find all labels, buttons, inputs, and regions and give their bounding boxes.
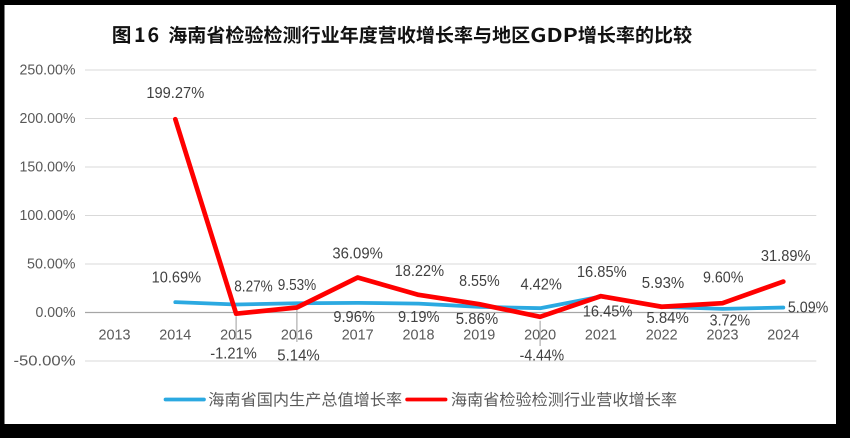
svg-text:2015: 2015 <box>220 328 252 344</box>
svg-text:100.00%: 100.00% <box>20 208 76 224</box>
svg-text:5.86%: 5.86% <box>456 311 499 328</box>
svg-text:200.00%: 200.00% <box>20 111 76 127</box>
svg-text:2020: 2020 <box>524 328 556 344</box>
svg-text:2014: 2014 <box>159 328 191 344</box>
svg-text:2023: 2023 <box>707 328 739 344</box>
svg-text:50.00%: 50.00% <box>27 257 76 273</box>
svg-text:3.72%: 3.72% <box>710 312 751 329</box>
svg-text:4.42%: 4.42% <box>520 276 562 293</box>
svg-text:9.60%: 9.60% <box>703 269 744 286</box>
svg-text:2018: 2018 <box>403 328 435 344</box>
svg-text:8.55%: 8.55% <box>459 273 500 290</box>
svg-text:2021: 2021 <box>585 328 617 344</box>
svg-text:-50.00%: -50.00% <box>14 354 76 370</box>
svg-text:9.53%: 9.53% <box>278 277 317 294</box>
svg-text:-4.44%: -4.44% <box>520 347 565 364</box>
svg-text:16.85%: 16.85% <box>577 264 627 281</box>
svg-text:9.19%: 9.19% <box>398 309 440 326</box>
svg-text:5.93%: 5.93% <box>642 275 685 292</box>
svg-text:36.09%: 36.09% <box>332 245 383 262</box>
svg-text:8.27%: 8.27% <box>234 278 273 295</box>
svg-text:5.14%: 5.14% <box>277 347 320 364</box>
svg-text:2013: 2013 <box>99 328 131 344</box>
svg-text:150.00%: 150.00% <box>20 160 76 176</box>
svg-text:2024: 2024 <box>767 328 799 344</box>
svg-text:2017: 2017 <box>342 328 374 344</box>
svg-text:2019: 2019 <box>463 328 495 344</box>
svg-text:-1.21%: -1.21% <box>210 345 257 362</box>
svg-text:10.69%: 10.69% <box>152 269 202 286</box>
svg-text:9.96%: 9.96% <box>333 309 375 326</box>
svg-text:2016: 2016 <box>281 328 313 344</box>
svg-text:5.09%: 5.09% <box>788 300 829 317</box>
svg-text:18.22%: 18.22% <box>395 263 445 280</box>
svg-text:2022: 2022 <box>646 328 678 344</box>
svg-text:0.00%: 0.00% <box>36 305 76 321</box>
svg-text:250.00%: 250.00% <box>20 63 76 79</box>
svg-text:199.27%: 199.27% <box>146 85 204 102</box>
svg-text:31.89%: 31.89% <box>761 248 811 265</box>
svg-text:5.84%: 5.84% <box>646 310 689 327</box>
svg-text:16.45%: 16.45% <box>583 303 633 320</box>
